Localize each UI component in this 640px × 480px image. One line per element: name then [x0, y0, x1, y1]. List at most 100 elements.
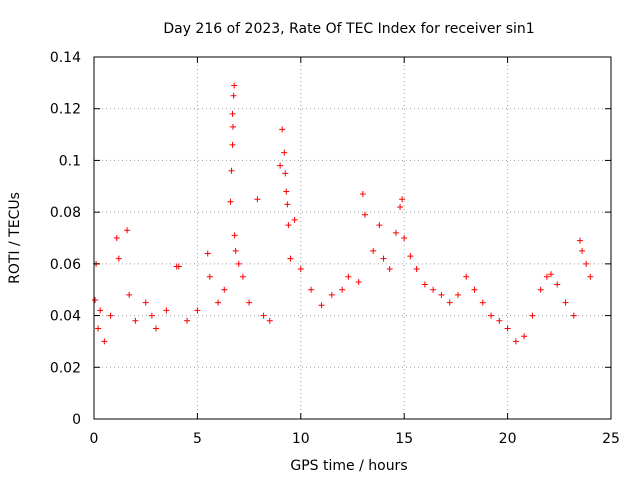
data-point [126, 291, 133, 298]
data-point [215, 299, 222, 306]
data-point [124, 227, 131, 234]
data-point [488, 312, 495, 319]
data-point [284, 201, 291, 208]
data-point [554, 281, 561, 288]
data-point [153, 325, 160, 332]
x-tick-label: 15 [395, 431, 413, 447]
data-point [438, 291, 445, 298]
data-point [543, 273, 550, 280]
data-point [380, 255, 387, 262]
data-point [260, 312, 267, 319]
data-point [521, 333, 528, 340]
x-tick-label: 5 [193, 431, 202, 447]
data-point [229, 123, 236, 130]
x-axis-label: GPS time / hours [290, 458, 407, 474]
data-point [297, 266, 304, 273]
plot-frame [93, 56, 612, 420]
data-point [328, 291, 335, 298]
data-point [392, 229, 399, 236]
data-point [107, 312, 114, 319]
data-point [132, 317, 139, 324]
data-point [413, 266, 420, 273]
data-point [421, 281, 428, 288]
data-point [537, 286, 544, 293]
data-point [463, 273, 470, 280]
data-point [479, 299, 486, 306]
data-point [206, 273, 213, 280]
data-point [277, 162, 284, 169]
y-axis-label: ROTI / TECUs [7, 192, 23, 284]
data-point [235, 260, 242, 267]
y-tick-label: 0.08 [50, 205, 81, 221]
data-point [95, 325, 102, 332]
data-point [454, 291, 461, 298]
data-point [97, 307, 104, 314]
data-point [570, 312, 577, 319]
data-point [579, 247, 586, 254]
data-point [232, 247, 239, 254]
data-point [92, 297, 99, 304]
data-point [496, 317, 503, 324]
data-point [204, 250, 211, 257]
data-point [101, 338, 108, 345]
y-tick-label: 0.14 [50, 50, 81, 66]
y-tick-label: 0.02 [50, 360, 81, 376]
data-point [113, 235, 120, 241]
data-point [266, 317, 273, 324]
y-tick-label: 0.1 [59, 153, 81, 169]
data-point [175, 263, 182, 270]
data-point [548, 271, 555, 278]
ticks-layer [93, 56, 612, 420]
data-point [291, 216, 298, 223]
data-point [583, 260, 590, 267]
data-point [221, 286, 228, 293]
data-point [399, 196, 406, 203]
points-layer [92, 82, 594, 345]
data-point [576, 237, 583, 244]
data-point [148, 312, 155, 319]
data-point [386, 266, 393, 273]
data-point [115, 255, 122, 262]
data-point [355, 278, 362, 285]
data-point [401, 235, 408, 241]
data-point [430, 286, 437, 293]
data-point [397, 203, 404, 210]
data-point [376, 222, 383, 229]
y-tick-label: 0.06 [50, 257, 81, 273]
x-tick-label: 25 [602, 431, 620, 447]
data-point [359, 191, 366, 198]
x-tick-label: 10 [292, 431, 310, 447]
x-tick-label: 20 [499, 431, 517, 447]
x-tick-labels: 0 5 10 15 20 25 [90, 431, 620, 447]
data-point [562, 299, 569, 306]
y-tick-labels: 0 0.02 0.04 0.06 0.08 0.1 0.12 0.14 [50, 50, 81, 428]
data-point [285, 222, 292, 229]
data-point [512, 338, 519, 345]
data-point [184, 317, 191, 324]
y-tick-label: 0.04 [50, 309, 81, 325]
data-point [142, 299, 149, 306]
chart-title: Day 216 of 2023, Rate Of TEC Index for r… [163, 21, 534, 37]
data-point [407, 253, 414, 260]
x-tick-label: 0 [90, 431, 99, 447]
data-point [279, 126, 286, 133]
data-point [446, 299, 453, 306]
data-point [345, 273, 352, 280]
data-point [308, 286, 315, 293]
data-point [587, 273, 594, 280]
y-tick-label: 0 [72, 412, 81, 428]
data-point [281, 149, 288, 156]
data-point [239, 273, 246, 280]
data-point [339, 286, 346, 293]
data-point [228, 167, 235, 174]
data-point [287, 255, 294, 262]
data-point [194, 307, 201, 314]
grid-layer [94, 57, 611, 419]
data-point [361, 211, 368, 218]
data-point [230, 92, 237, 99]
data-point [283, 188, 290, 195]
data-point [504, 325, 511, 332]
data-point [471, 286, 478, 293]
data-point [229, 141, 236, 148]
